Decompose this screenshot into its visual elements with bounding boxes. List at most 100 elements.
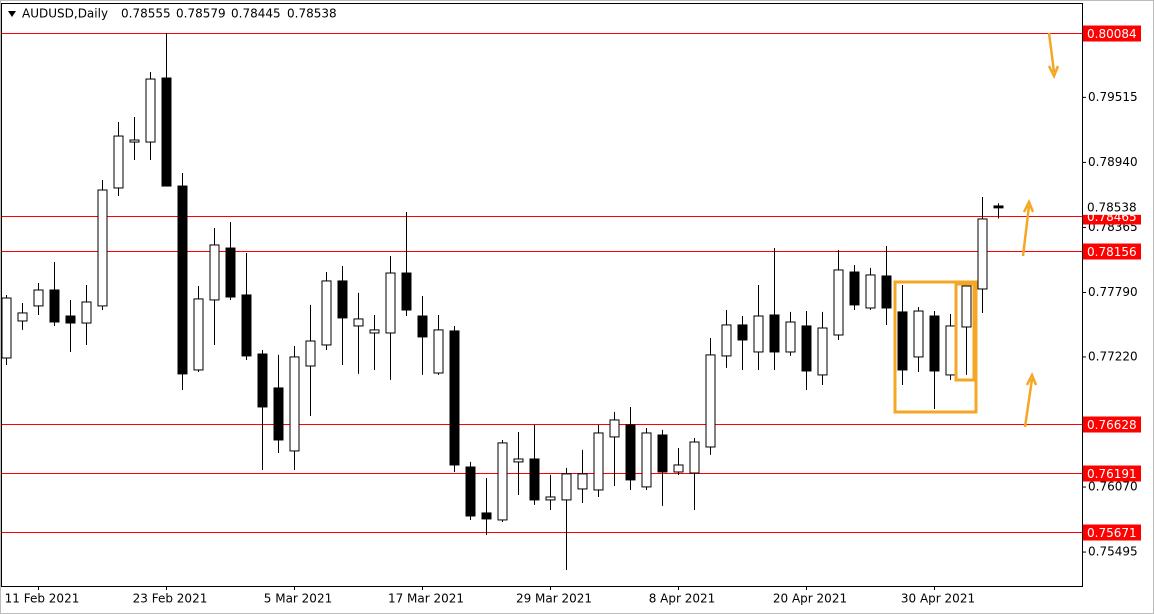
candle-body: [641, 432, 652, 488]
arrow-head: [1025, 371, 1038, 386]
candle-body: [657, 434, 668, 473]
candle-body: [545, 496, 556, 501]
candle-body: [881, 275, 892, 309]
candle-body: [193, 298, 204, 371]
y-tick-label: 0.77220: [1088, 349, 1138, 363]
highlight-box: [954, 282, 976, 382]
candle-body: [705, 354, 716, 448]
candle-body: [737, 324, 748, 341]
x-tick-label: 23 Feb 2021: [133, 592, 208, 606]
candle-body: [577, 473, 588, 490]
candle-body: [673, 464, 684, 473]
level-label-box: [1083, 416, 1141, 433]
candle-body: [593, 432, 604, 491]
candle-body: [145, 78, 156, 143]
x-tick-label: 30 Apr 2021: [901, 592, 975, 606]
y-tick-label: 0.77790: [1088, 285, 1138, 299]
candle-body: [97, 189, 108, 307]
candle-body: [817, 327, 828, 376]
candle-body: [417, 315, 428, 338]
header-open: 0.78555: [121, 7, 171, 21]
highlight-box: [893, 280, 978, 414]
candle-body: [513, 458, 524, 463]
candle-body: [721, 324, 732, 357]
candle-body: [401, 272, 412, 311]
level-label-box: [1083, 524, 1141, 541]
candle-body: [849, 271, 860, 306]
candle-body: [897, 311, 908, 371]
annotations: [893, 32, 1060, 428]
x-tick-label: 8 Apr 2021: [649, 592, 716, 606]
candle-body: [273, 387, 284, 441]
candle-layer: [1, 33, 1004, 570]
level-label-box: [1083, 243, 1141, 260]
candle-body: [209, 244, 220, 301]
candle-body: [753, 315, 764, 353]
level-label: 0.75671: [1087, 526, 1137, 540]
candle-body: [113, 135, 124, 189]
candle-body: [785, 321, 796, 353]
level-label: 0.78156: [1087, 245, 1137, 259]
candle-body: [801, 325, 812, 372]
candle-body: [17, 312, 28, 322]
candle-body: [65, 315, 76, 324]
price-label: 0.78538: [1087, 200, 1137, 214]
candle-body: [305, 340, 316, 367]
candle-body: [993, 205, 1004, 209]
candle-body: [497, 442, 508, 521]
candle-body: [321, 280, 332, 346]
candle-body: [1, 297, 12, 359]
menu-triangle: [8, 11, 16, 17]
candle-body: [833, 269, 844, 336]
header-low: 0.78445: [231, 7, 281, 21]
arrow-head: [1022, 198, 1035, 213]
plot-frame: [1, 3, 1083, 587]
header-high: 0.78579: [176, 7, 226, 21]
chart-title: AUDUSD,Daily: [22, 7, 108, 21]
x-tick-label: 17 Mar 2021: [388, 592, 464, 606]
arrow: [1023, 378, 1034, 428]
x-tick-label: 29 Mar 2021: [516, 592, 592, 606]
arrow-head: [1047, 65, 1060, 80]
candle-body: [49, 289, 60, 323]
candle-body: [257, 353, 268, 408]
candle-body: [865, 274, 876, 309]
candle-body: [609, 419, 620, 438]
candle-body: [289, 356, 300, 452]
candle-body: [689, 441, 700, 474]
candle-body: [225, 247, 236, 298]
candle-body: [177, 185, 188, 375]
candle-body: [561, 473, 572, 501]
candle-body: [449, 330, 460, 466]
candle-body: [529, 458, 540, 501]
candle-body: [369, 329, 380, 334]
x-tick-label: 20 Apr 2021: [773, 592, 847, 606]
y-tick-label: 0.79515: [1088, 90, 1138, 104]
y-tick-label: 0.76070: [1088, 480, 1138, 494]
x-tick-label: 11 Feb 2021: [5, 592, 80, 606]
candle-body: [465, 466, 476, 517]
x-tick-label: 5 Mar 2021: [264, 592, 332, 606]
level-label-box: [1083, 25, 1141, 42]
arrows: [1021, 32, 1060, 428]
y-tick-label: 0.75495: [1088, 545, 1138, 559]
candle-body: [945, 325, 956, 376]
candle-body: [929, 315, 940, 372]
candle-body: [81, 301, 92, 324]
candle-body: [913, 310, 924, 358]
header-close: 0.78538: [287, 7, 337, 21]
level-label: 0.76191: [1087, 467, 1137, 481]
candle-body: [385, 272, 396, 334]
candle-body: [961, 285, 972, 328]
candle-body: [769, 314, 780, 353]
candle-body: [241, 294, 252, 357]
candle-body: [353, 318, 364, 327]
candle-body: [337, 280, 348, 319]
candle-body: [129, 139, 140, 143]
y-tick-label: 0.78940: [1088, 155, 1138, 169]
candle-body: [977, 218, 988, 290]
candle-body: [33, 289, 44, 307]
